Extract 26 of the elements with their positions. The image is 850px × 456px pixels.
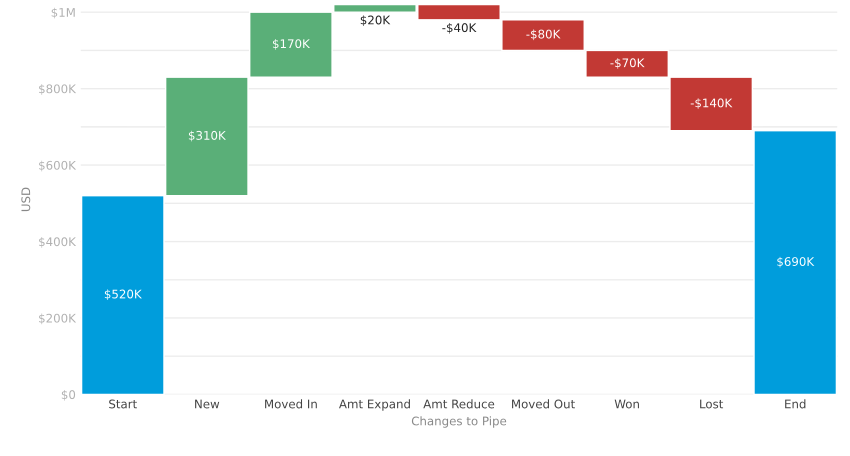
- data-label: $310K: [188, 130, 226, 142]
- x-tick-label: Moved Out: [512, 399, 575, 408]
- y-tick-label: $200K: [39, 314, 76, 324]
- x-tick-label: Moved In: [265, 399, 317, 408]
- y-tick-label: $1M: [52, 8, 75, 18]
- x-tick-label: New: [195, 400, 220, 408]
- x-tick-label: Amt Reduce: [423, 399, 494, 408]
- x-tick-label: Amt Expand: [338, 399, 410, 411]
- y-tick-label: $400K: [39, 237, 76, 248]
- y-tick-label: $0: [62, 390, 76, 401]
- y-axis-title: USD: [21, 188, 30, 212]
- data-label: -$140K: [690, 98, 732, 109]
- y-tick-label: $800K: [39, 84, 76, 95]
- x-tick-label: Start: [109, 400, 137, 408]
- x-tick-label: Won: [614, 400, 639, 408]
- x-tick-label: Lost: [700, 400, 724, 408]
- x-axis-title: Changes to Pipe: [412, 416, 506, 428]
- data-label: -$70K: [610, 58, 645, 69]
- data-label: $170K: [272, 38, 310, 50]
- x-tick-label: End: [785, 399, 806, 408]
- data-label: $690K: [777, 256, 814, 268]
- data-label: $20K: [360, 15, 390, 26]
- data-label: $520K: [104, 289, 142, 300]
- data-label: -$40K: [442, 22, 477, 34]
- y-tick-label: $600K: [39, 160, 76, 172]
- data-label: -$80K: [526, 29, 561, 40]
